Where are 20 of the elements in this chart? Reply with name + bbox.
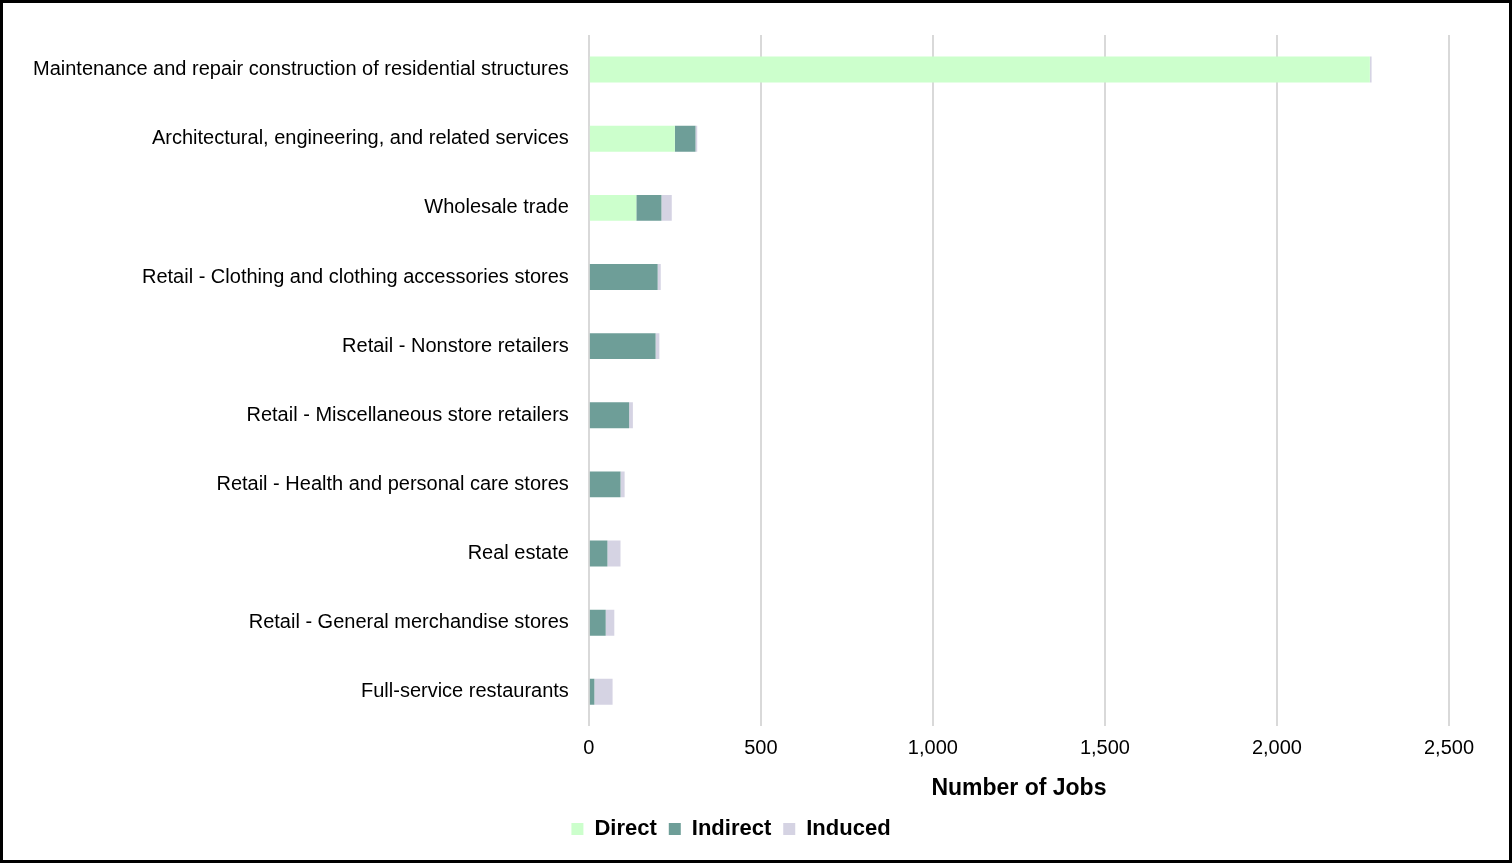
x-tick-label: 0 <box>583 735 595 758</box>
x-tick-label: 500 <box>744 735 778 758</box>
y-tick-label: Retail - Health and personal care stores <box>216 471 569 494</box>
y-tick-label: Retail - General merchandise stores <box>248 610 569 633</box>
y-tick-label: Real estate <box>467 541 569 564</box>
y-tick-label: Full-service restaurants <box>361 679 569 702</box>
x-tick-label: 1,500 <box>1079 735 1130 758</box>
y-tick-label: Maintenance and repair construction of residential structures <box>33 57 569 80</box>
x-tick-label: 2,500 <box>1423 735 1475 758</box>
y-tick-label: Wholesale trade <box>424 195 569 218</box>
x-tick-label: 2,000 <box>1251 735 1302 758</box>
y-tick-label: Retail - Nonstore retailers <box>342 333 569 356</box>
y-tick-label: Retail - Miscellaneous store retailers <box>246 402 569 425</box>
legend-label: Induced <box>806 815 891 841</box>
legend-label: Direct <box>594 815 658 841</box>
y-tick-label: Architectural, engineering, and related services <box>151 126 569 149</box>
legend-label: Indirect <box>691 815 772 841</box>
x-tick-label: 1,000 <box>907 735 958 758</box>
x-axis-title: Number of Jobs <box>931 773 1107 800</box>
y-tick-label: Retail - Clothing and clothing accessories stores <box>141 264 569 287</box>
